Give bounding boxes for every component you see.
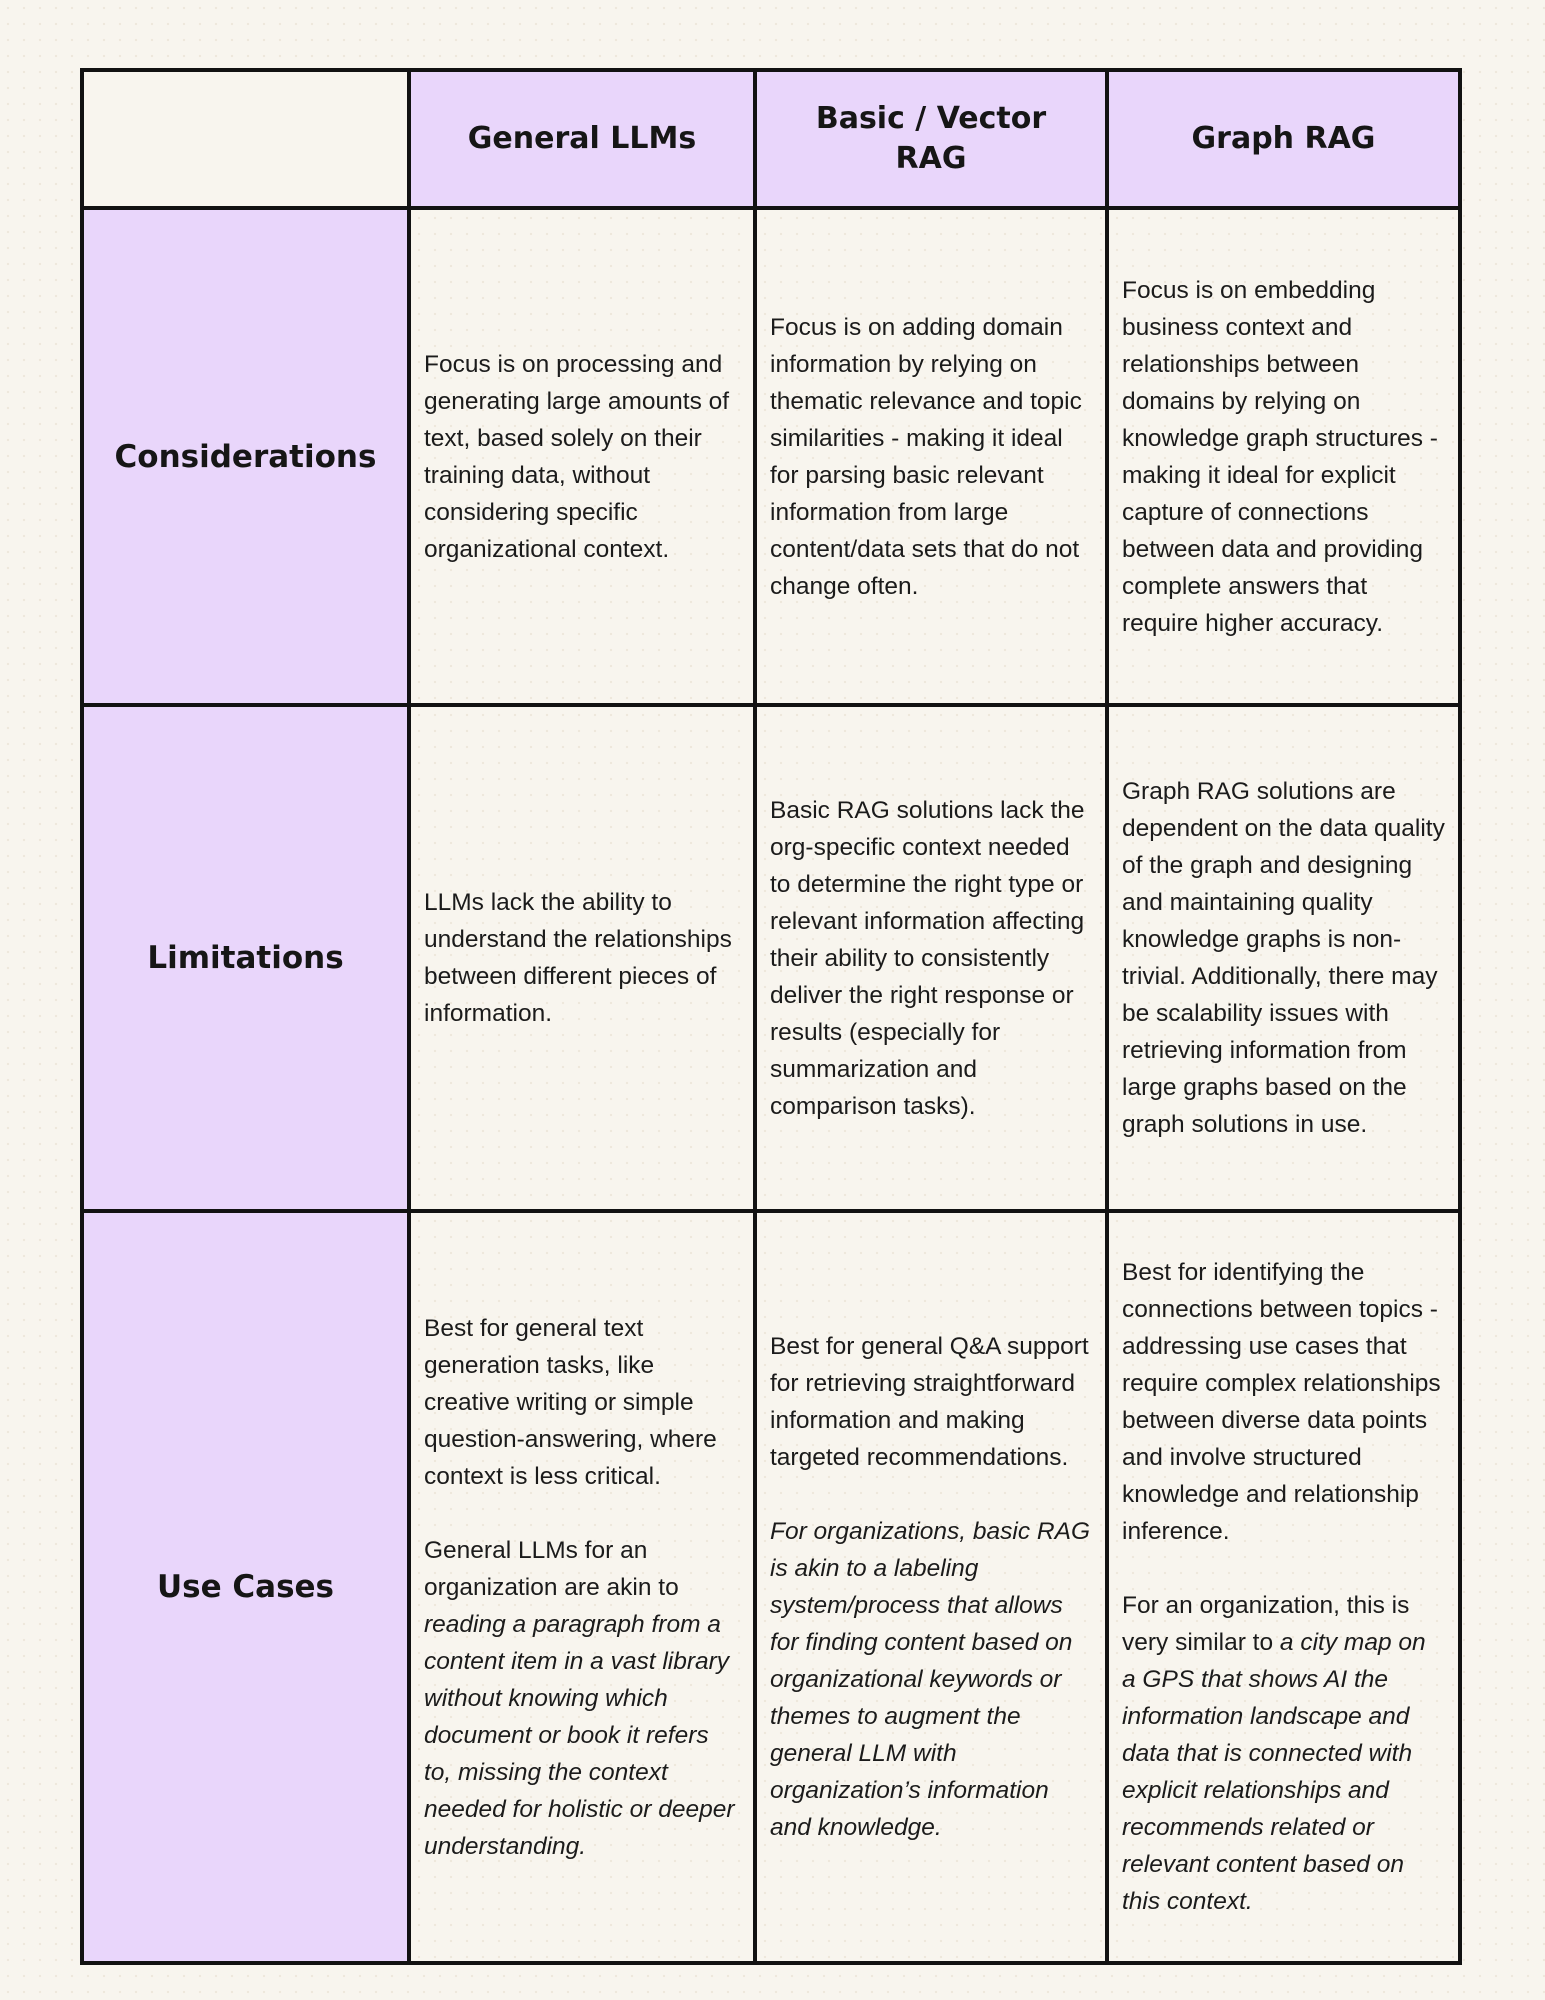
cell-paragraph: Focus is on adding domain information by… bbox=[770, 309, 1093, 605]
cell-paragraph: General LLMs for an organization are aki… bbox=[424, 1532, 741, 1865]
cell-use-cases-basic-vector-rag: Best for general Q&A support for retriev… bbox=[755, 1211, 1107, 1963]
column-header-graph-rag: Graph RAG bbox=[1107, 70, 1460, 208]
cell-paragraph: Best for general text generation tasks, … bbox=[424, 1310, 741, 1495]
cell-paragraph: For an organization, this is very simila… bbox=[1122, 1587, 1446, 1920]
cell-paragraph: LLMs lack the ability to understand the … bbox=[424, 884, 741, 1032]
cell-limitations-graph-rag: Graph RAG solutions are dependent on the… bbox=[1107, 705, 1460, 1211]
italic-text-run: reading a paragraph from a content item … bbox=[424, 1610, 735, 1860]
cell-paragraph: Basic RAG solutions lack the org-specifi… bbox=[770, 792, 1093, 1125]
cell-use-cases-graph-rag: Best for identifying the connections bet… bbox=[1107, 1211, 1460, 1963]
column-header-general-llms: General LLMs bbox=[409, 70, 755, 208]
cell-considerations-basic-vector-rag: Focus is on adding domain information by… bbox=[755, 208, 1107, 705]
text-run: For an organization, this is very simila… bbox=[1122, 1592, 1410, 1656]
text-run: Basic RAG solutions lack the org-specifi… bbox=[770, 796, 1085, 1120]
cell-paragraph: Focus is on processing and generating la… bbox=[424, 346, 741, 568]
comparison-table: General LLMs Basic / Vector RAG Graph RA… bbox=[80, 68, 1462, 1965]
cell-paragraph: Best for identifying the connections bet… bbox=[1122, 1254, 1446, 1550]
row-label-limitations: Limitations bbox=[82, 705, 409, 1211]
italic-text-run: a city map on a GPS that shows AI the in… bbox=[1122, 1629, 1426, 1915]
text-run: Best for general text generation tasks, … bbox=[424, 1314, 717, 1490]
cell-paragraph: Best for general Q&A support for retriev… bbox=[770, 1328, 1093, 1476]
text-run: LLMs lack the ability to understand the … bbox=[424, 889, 732, 1027]
italic-text-run: For organizations, basic RAG is akin to … bbox=[770, 1518, 1090, 1841]
cell-paragraph: Graph RAG solutions are dependent on the… bbox=[1122, 773, 1446, 1143]
text-run: Graph RAG solutions are dependent on the… bbox=[1122, 778, 1445, 1138]
text-run: Focus is on processing and generating la… bbox=[424, 350, 730, 563]
row-label-use-cases: Use Cases bbox=[82, 1211, 409, 1963]
cell-considerations-graph-rag: Focus is on embedding business context a… bbox=[1107, 208, 1460, 705]
column-header-basic-vector-rag: Basic / Vector RAG bbox=[755, 70, 1107, 208]
text-run: General LLMs for an organization are aki… bbox=[424, 1536, 679, 1601]
row-label-considerations: Considerations bbox=[82, 208, 409, 705]
cell-use-cases-general-llms: Best for general text generation tasks, … bbox=[409, 1211, 755, 1963]
corner-cell bbox=[82, 70, 409, 208]
text-run: Focus is on embedding business context a… bbox=[1122, 276, 1438, 637]
cell-paragraph: Focus is on embedding business context a… bbox=[1122, 272, 1446, 642]
cell-paragraph: For organizations, basic RAG is akin to … bbox=[770, 1513, 1093, 1846]
text-run: Best for identifying the connections bet… bbox=[1122, 1259, 1441, 1545]
cell-limitations-general-llms: LLMs lack the ability to understand the … bbox=[409, 705, 755, 1211]
cell-considerations-general-llms: Focus is on processing and generating la… bbox=[409, 208, 755, 705]
text-run: Focus is on adding domain information by… bbox=[770, 313, 1082, 600]
text-run: Best for general Q&A support for retriev… bbox=[770, 1333, 1089, 1471]
cell-limitations-basic-vector-rag: Basic RAG solutions lack the org-specifi… bbox=[755, 705, 1107, 1211]
